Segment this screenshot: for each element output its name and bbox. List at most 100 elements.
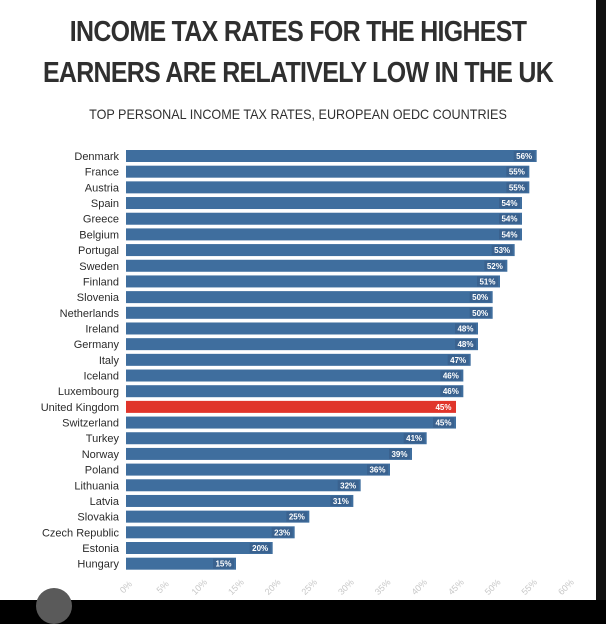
bar: [126, 494, 354, 507]
value-label-bg: [271, 527, 293, 538]
category-label: Czech Republic: [42, 527, 120, 539]
value-label-bg: [469, 307, 491, 318]
value-label: 48%: [457, 324, 473, 333]
value-label: 46%: [443, 387, 459, 396]
value-label-bg: [506, 182, 528, 193]
value-label-bg: [433, 401, 454, 412]
bar-chart: Denmark 56% France 55% Austria 55% Spain 54% Gre…: [41, 150, 576, 597]
x-tick-label: 45%: [446, 577, 466, 597]
x-tick-label: 60%: [556, 577, 576, 597]
category-label: Portugal: [78, 245, 119, 257]
category-label: Iceland: [84, 371, 119, 383]
x-tick-label: 0%: [118, 579, 134, 595]
category-label: Spain: [91, 198, 119, 210]
bar: [126, 353, 471, 366]
bar: [126, 479, 361, 492]
value-label-bg: [499, 198, 520, 209]
value-label: 55%: [509, 183, 525, 192]
bar: [126, 228, 522, 241]
category-label: Belgium: [79, 229, 119, 241]
value-label: 54%: [501, 199, 517, 208]
category-label: Turkey: [86, 433, 120, 445]
value-label: 36%: [369, 466, 385, 475]
x-tick-label: 40%: [409, 577, 429, 597]
bar: [126, 416, 456, 429]
value-label-bg: [389, 448, 410, 459]
category-label: Germany: [74, 339, 120, 351]
bar: [126, 557, 236, 570]
bar: [126, 526, 295, 539]
bar: [126, 275, 500, 288]
value-label-bg: [469, 292, 491, 303]
bar: [126, 369, 464, 382]
category-label: Luxembourg: [58, 386, 119, 398]
chart-subtitle: TOP PERSONAL INCOME TAX RATES, EUROPEAN …: [89, 106, 507, 122]
category-label: Sweden: [79, 261, 119, 273]
bar: [126, 542, 273, 554]
category-label: Finland: [83, 276, 119, 288]
value-label-bg: [447, 354, 469, 365]
category-label: Hungary: [77, 559, 119, 571]
x-tick-label: 15%: [226, 577, 246, 597]
bar: [126, 244, 515, 257]
bar: [126, 385, 464, 398]
value-label: 53%: [494, 246, 510, 255]
category-label: Estonia: [82, 543, 120, 555]
value-label-bg: [491, 245, 513, 256]
category-label: Slovenia: [77, 292, 120, 304]
value-label-bg: [499, 229, 520, 240]
category-label: Ireland: [85, 323, 119, 335]
category-label: United Kingdom: [41, 402, 119, 414]
category-label: Denmark: [74, 151, 119, 163]
x-tick-label: 55%: [519, 577, 539, 597]
value-label-bg: [213, 558, 234, 569]
value-label: 55%: [509, 168, 525, 177]
value-label-bg: [455, 339, 476, 350]
value-label-bg: [403, 433, 425, 444]
x-tick-label: 10%: [189, 577, 209, 597]
value-label-bg: [440, 386, 462, 397]
category-label: Austria: [85, 182, 120, 194]
category-label: France: [85, 167, 119, 179]
value-label-bg: [484, 260, 506, 271]
x-tick-label: 50%: [483, 577, 503, 597]
bar: [126, 510, 310, 523]
bar: [126, 165, 530, 178]
category-label: Netherlands: [60, 308, 120, 320]
bar: [126, 150, 537, 162]
value-label-bg: [249, 543, 271, 553]
value-label: 56%: [516, 152, 532, 161]
value-label-bg: [499, 213, 520, 224]
category-label: Slovakia: [77, 512, 119, 524]
bar: [126, 432, 427, 445]
value-label: 52%: [487, 262, 503, 271]
value-label: 39%: [391, 450, 407, 459]
bar: [126, 322, 478, 335]
value-label: 54%: [501, 215, 517, 224]
chart-card: INCOME TAX RATES FOR THE HIGHEST EARNERS…: [0, 0, 596, 600]
x-tick-label: 20%: [263, 577, 283, 597]
bar: [126, 197, 522, 210]
value-label: 51%: [479, 277, 495, 286]
value-label: 32%: [340, 481, 356, 490]
value-label: 45%: [435, 403, 451, 412]
x-tick-label: 30%: [336, 577, 356, 597]
value-label-bg: [440, 370, 462, 381]
screen-edge: [596, 0, 606, 600]
value-label: 41%: [406, 434, 422, 443]
value-label-bg: [330, 495, 352, 506]
category-label: Poland: [85, 465, 119, 477]
value-label: 45%: [435, 419, 451, 428]
value-label: 15%: [215, 560, 231, 569]
value-label: 47%: [450, 356, 466, 365]
bar: [126, 306, 493, 319]
bar: [126, 259, 508, 272]
value-label-bg: [337, 480, 359, 491]
category-label: Norway: [82, 449, 120, 461]
value-label: 31%: [333, 497, 349, 506]
category-label: Latvia: [90, 496, 120, 508]
bar-highlight: [126, 400, 456, 413]
value-label-bg: [513, 151, 535, 161]
value-label-bg: [286, 511, 308, 522]
x-tick-label: 5%: [155, 579, 171, 595]
